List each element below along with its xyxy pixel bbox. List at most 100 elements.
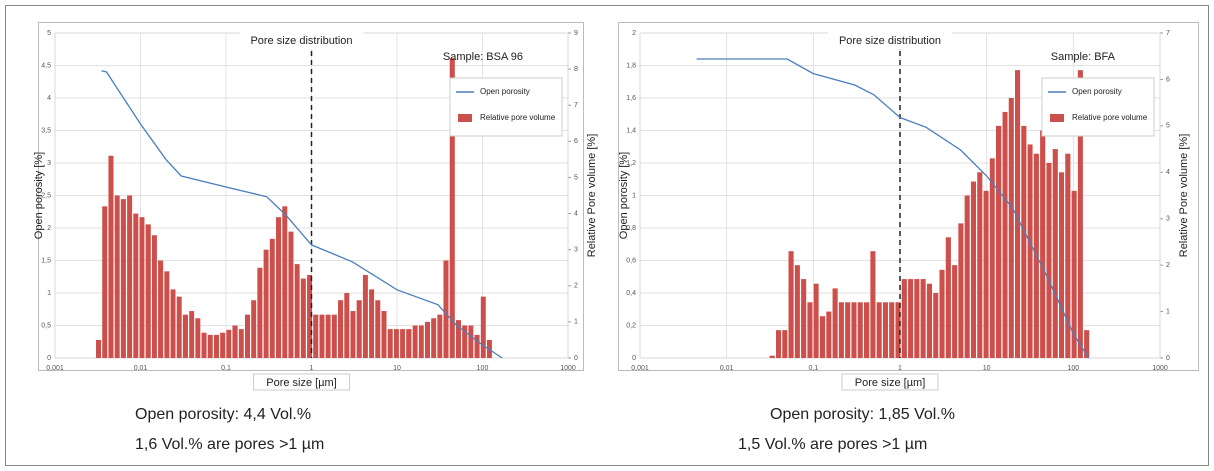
chart-title: Pore size distribution bbox=[250, 35, 352, 47]
y2-tick-label: 3 bbox=[1166, 216, 1170, 223]
bar bbox=[1008, 98, 1014, 358]
bar bbox=[775, 330, 782, 358]
bar bbox=[933, 293, 939, 358]
bar bbox=[387, 329, 393, 358]
bar bbox=[220, 332, 226, 358]
caption: Open porosity: 4,4 Vol.% bbox=[135, 406, 311, 423]
y2-tick-label: 2 bbox=[574, 283, 578, 290]
y-axis-label: Open porosity [%] bbox=[618, 152, 630, 239]
y-tick-label: 0 bbox=[47, 355, 51, 362]
bar bbox=[977, 172, 983, 358]
y-tick-label: 4,5 bbox=[41, 62, 51, 69]
chart-subtitle: Sample: BSA 96 bbox=[443, 51, 523, 63]
bar bbox=[788, 251, 794, 358]
bar bbox=[213, 334, 219, 358]
y-tick-label: 0,5 bbox=[41, 322, 51, 329]
bar bbox=[369, 289, 375, 358]
bar bbox=[1071, 190, 1077, 358]
bar bbox=[1015, 70, 1021, 359]
x-tick-label: 1000 bbox=[1152, 365, 1168, 372]
x-tick-label: 0,1 bbox=[221, 365, 231, 372]
bar bbox=[449, 58, 455, 359]
y-tick-label: 3 bbox=[47, 160, 51, 167]
x-axis-label: Pore size [µm] bbox=[855, 377, 926, 389]
bar bbox=[1027, 144, 1033, 358]
y2-tick-label: 9 bbox=[574, 30, 578, 37]
chart-title: Pore size distribution bbox=[839, 35, 941, 47]
legend-label: Open porosity bbox=[480, 87, 530, 96]
bar bbox=[826, 311, 832, 358]
bar bbox=[288, 231, 294, 358]
bar bbox=[431, 318, 437, 358]
y-axis-label: Open porosity [%] bbox=[33, 152, 45, 239]
bar bbox=[269, 238, 275, 358]
bar bbox=[939, 269, 945, 358]
y2-tick-label: 6 bbox=[1166, 76, 1170, 83]
x-tick-label: 10 bbox=[983, 365, 991, 372]
bar bbox=[325, 314, 331, 358]
bar bbox=[845, 302, 851, 358]
title-box bbox=[239, 31, 364, 49]
bar bbox=[244, 314, 251, 358]
bar bbox=[983, 190, 989, 358]
bar bbox=[164, 271, 170, 358]
caption: Open porosity: 1,85 Vol.% bbox=[770, 406, 955, 423]
y2-tick-label: 4 bbox=[574, 210, 578, 217]
bar bbox=[151, 235, 157, 358]
bar bbox=[139, 217, 145, 358]
bar bbox=[769, 355, 775, 358]
x-tick-label: 100 bbox=[477, 365, 489, 372]
legend-label: Relative pore volume bbox=[1072, 113, 1148, 122]
bar bbox=[926, 283, 933, 358]
legend bbox=[1041, 77, 1155, 137]
bar bbox=[207, 334, 213, 358]
bar bbox=[133, 213, 139, 358]
bar bbox=[851, 302, 857, 358]
bar bbox=[474, 334, 480, 358]
bar bbox=[901, 279, 907, 358]
y2-tick-label: 1 bbox=[1166, 308, 1170, 315]
bar bbox=[1059, 172, 1065, 358]
bar bbox=[319, 314, 325, 358]
y2-tick-label: 7 bbox=[1166, 30, 1170, 37]
bar bbox=[838, 302, 844, 358]
bar bbox=[294, 264, 300, 358]
legend-label: Relative pore volume bbox=[480, 113, 556, 122]
line bbox=[696, 58, 1090, 359]
bar bbox=[114, 195, 120, 358]
y2-axis-label: Relative Pore volume [%] bbox=[586, 134, 598, 258]
y2-tick-label: 5 bbox=[1166, 123, 1170, 130]
bar bbox=[300, 278, 306, 358]
bar bbox=[375, 300, 381, 358]
bar bbox=[870, 251, 876, 358]
bar bbox=[331, 314, 337, 358]
y2-tick-label: 0 bbox=[574, 355, 578, 362]
bar bbox=[102, 206, 108, 358]
bar bbox=[120, 199, 126, 358]
bar bbox=[813, 283, 819, 358]
bar bbox=[819, 316, 826, 358]
bar bbox=[989, 158, 995, 358]
x-tick-label: 0,001 bbox=[46, 365, 64, 372]
legend bbox=[449, 77, 563, 137]
chart-subtitle: Sample: BFA bbox=[1051, 51, 1116, 63]
bar bbox=[201, 332, 207, 358]
bar bbox=[882, 302, 888, 358]
y-tick-label: 1,4 bbox=[626, 127, 636, 134]
bar bbox=[480, 296, 486, 358]
title-box bbox=[828, 31, 952, 49]
bar bbox=[1040, 130, 1046, 358]
y-tick-label: 0 bbox=[632, 355, 636, 362]
bar bbox=[145, 224, 151, 358]
bar bbox=[863, 302, 870, 358]
y-tick-label: 5 bbox=[47, 30, 51, 37]
bar bbox=[176, 296, 182, 358]
bar bbox=[350, 311, 356, 358]
y2-tick-label: 0 bbox=[1166, 355, 1170, 362]
bar bbox=[418, 325, 424, 358]
bar bbox=[958, 223, 964, 358]
bar bbox=[406, 329, 412, 358]
bar bbox=[344, 293, 350, 358]
bar bbox=[108, 155, 114, 358]
bar bbox=[995, 125, 1002, 358]
